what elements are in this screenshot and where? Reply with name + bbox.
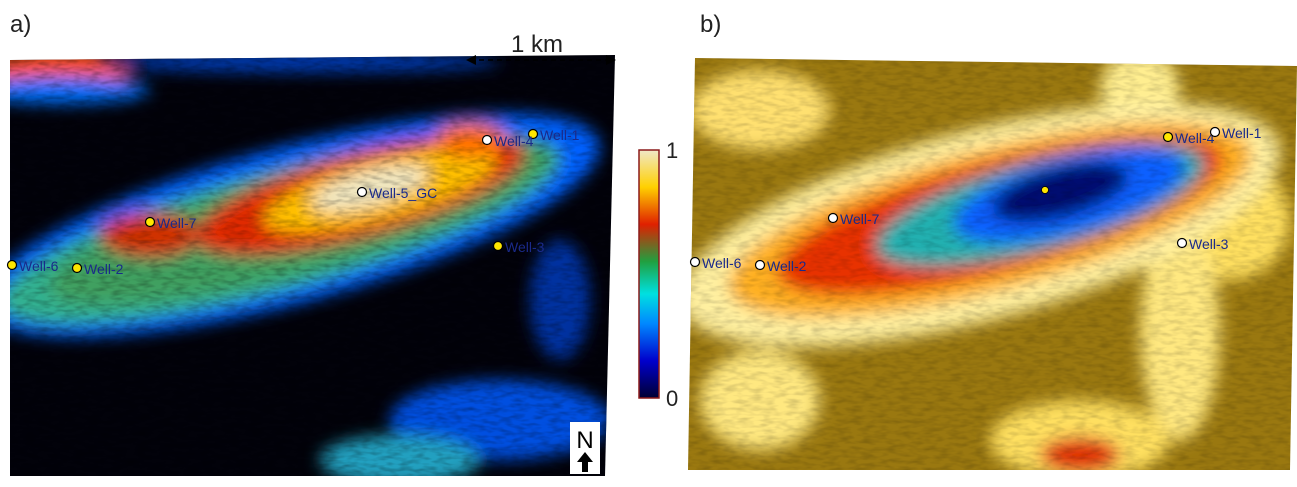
well-marker xyxy=(73,264,82,273)
well-label: Well-7 xyxy=(157,215,197,231)
well-label: Well-6 xyxy=(702,255,742,271)
well-marker xyxy=(756,261,765,270)
well-marker xyxy=(146,218,155,227)
well-label: Well-2 xyxy=(767,258,807,274)
map-b xyxy=(656,50,1297,480)
well-label: Well-1 xyxy=(1222,125,1262,141)
well-marker xyxy=(358,188,367,197)
north-label: N xyxy=(576,427,593,454)
well-label: Well-6 xyxy=(19,258,59,274)
well-marker xyxy=(1211,128,1220,137)
well-marker xyxy=(829,214,838,223)
well-label: Well-4 xyxy=(1175,130,1215,146)
well-label: Well-3 xyxy=(1189,236,1229,252)
figure: a) b) 1 km N 0 1 Well-1 Well-4 Well-5_GC Well-7 We… xyxy=(0,0,1297,482)
well-label: Well-3 xyxy=(505,239,545,255)
panel-label: a) xyxy=(10,11,31,38)
well-label: Well-1 xyxy=(540,127,580,143)
well-label: Well-7 xyxy=(840,211,880,227)
well-label: Well-5_GC xyxy=(369,185,437,201)
well-marker xyxy=(483,136,492,145)
well-marker xyxy=(1164,133,1173,142)
well-marker xyxy=(1178,239,1187,248)
well-label: Well-4 xyxy=(494,133,534,149)
well-marker xyxy=(8,261,17,270)
colorbar xyxy=(639,150,659,398)
scale-label: 1 km xyxy=(511,31,563,58)
well-marker xyxy=(1042,187,1049,194)
well-marker xyxy=(691,258,700,267)
colorbar-tick-label: 0 xyxy=(666,386,678,411)
page: {"panels": [ {"label": "a)", "scale": "1… xyxy=(0,0,1297,487)
well-label: Well-2 xyxy=(84,261,124,277)
colorbar-tick-label: 1 xyxy=(666,138,678,163)
well-marker xyxy=(494,242,503,251)
panel-label: b) xyxy=(700,11,721,38)
